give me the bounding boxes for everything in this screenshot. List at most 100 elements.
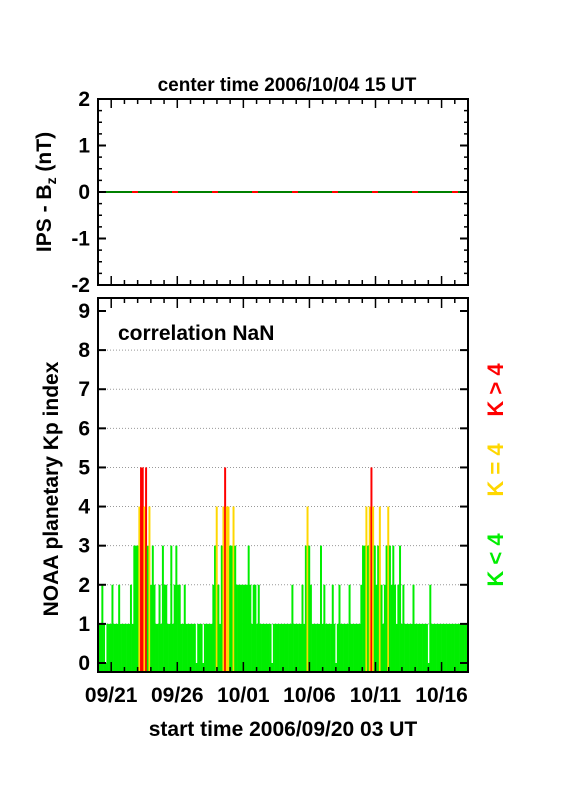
kp-bar: [254, 584, 257, 671]
kp-bar: [163, 584, 166, 671]
kp-bar: [103, 623, 106, 671]
kp-bar: [283, 623, 285, 671]
kp-bar: [131, 623, 134, 671]
kp-bar: [99, 623, 102, 671]
kp-bar: [104, 663, 107, 671]
legend-entry: K < 4: [483, 533, 508, 587]
bottom-x-tick-label: 10/16: [415, 684, 468, 707]
kp-bar: [372, 506, 375, 671]
kp-bar: [451, 623, 454, 671]
kp-bar: [173, 584, 176, 671]
kp-bar: [456, 623, 459, 671]
kp-bar: [145, 467, 148, 671]
kp-bar: [192, 623, 195, 671]
kp-bar: [160, 623, 163, 671]
kp-bar: [341, 623, 344, 671]
kp-bar: [178, 584, 181, 671]
kp-bar: [279, 623, 282, 671]
kp-bar: [447, 623, 450, 671]
kp-bar: [338, 584, 341, 671]
kp-bar: [294, 623, 297, 671]
kp-bar: [358, 623, 361, 671]
kp-bar: [353, 623, 356, 671]
bottom-y-tick-label: 2: [78, 574, 90, 597]
kp-bar: [462, 623, 465, 671]
kp-bar: [168, 623, 171, 671]
kp-bar: [422, 623, 425, 671]
kp-bar: [161, 545, 164, 671]
kp-bar: [318, 623, 321, 671]
correlation-annotation: correlation NaN: [118, 322, 274, 345]
kp-bar: [390, 584, 393, 671]
kp-bar: [454, 623, 457, 671]
kp-bar: [138, 506, 141, 671]
kp-bar: [444, 623, 447, 671]
kp-bar: [111, 584, 114, 671]
kp-bar: [417, 623, 420, 671]
kp-bar: [392, 545, 395, 671]
kp-bar: [242, 584, 245, 671]
kp-bar: [108, 623, 111, 671]
kp-bar: [274, 623, 277, 671]
kp-bar: [237, 584, 240, 671]
kp-bar: [101, 584, 104, 671]
kp-bar: [257, 584, 260, 671]
kp-bar: [412, 584, 415, 671]
kp-bar: [197, 623, 200, 671]
kp-bar: [118, 584, 121, 671]
kp-bar: [106, 623, 109, 671]
kp-bar: [232, 506, 235, 671]
kp-bar: [190, 623, 193, 671]
kp-bar: [267, 623, 270, 671]
kp-bar: [230, 545, 233, 671]
kp-bar: [457, 623, 460, 671]
kp-bar: [156, 623, 159, 671]
kp-bar: [150, 584, 153, 671]
kp-bar: [348, 584, 351, 671]
kp-bar: [269, 623, 272, 671]
kp-bar: [380, 584, 383, 671]
bottom-y-tick-label: 4: [78, 496, 90, 519]
kp-bar: [215, 506, 218, 671]
kp-bar: [345, 623, 348, 671]
kp-bar: [121, 623, 124, 671]
kp-bar: [293, 623, 296, 671]
top-y-tick-label: -2: [71, 274, 90, 297]
top-y-tick-label: 2: [78, 88, 90, 111]
kp-bar: [346, 623, 349, 671]
kp-bar: [383, 584, 386, 671]
kp-bar: [365, 506, 368, 671]
kp-bar: [271, 663, 274, 671]
kp-bar: [153, 584, 156, 671]
kp-bar: [209, 623, 211, 671]
kp-bar: [128, 623, 131, 671]
kp-bar: [109, 623, 112, 671]
bottom-x-tick-label: 10/06: [283, 684, 336, 707]
kp-bar: [198, 623, 201, 671]
kp-bar: [259, 623, 262, 671]
kp-bar: [424, 623, 427, 671]
kp-bar: [172, 623, 174, 671]
kp-bar: [180, 623, 183, 671]
kp-bar: [264, 623, 267, 671]
kp-bar: [309, 584, 312, 671]
kp-bar: [249, 584, 252, 671]
kp-bar: [425, 623, 428, 671]
kp-bar: [311, 623, 314, 671]
kp-bar: [370, 467, 373, 671]
kp-bar: [429, 584, 432, 671]
kp-bar: [296, 623, 299, 671]
kp-bar: [331, 584, 334, 671]
kp-bar: [175, 545, 178, 671]
bottom-x-tick-label: 10/11: [350, 684, 402, 707]
kp-bar: [123, 623, 126, 671]
kp-bar: [452, 623, 455, 671]
kp-bar: [336, 623, 339, 671]
kp-bar: [195, 663, 198, 671]
kp-bar: [170, 545, 173, 671]
kp-bar: [414, 623, 417, 671]
kp-bar: [360, 584, 363, 671]
kp-bar: [325, 623, 328, 671]
kp-bar: [119, 623, 122, 671]
